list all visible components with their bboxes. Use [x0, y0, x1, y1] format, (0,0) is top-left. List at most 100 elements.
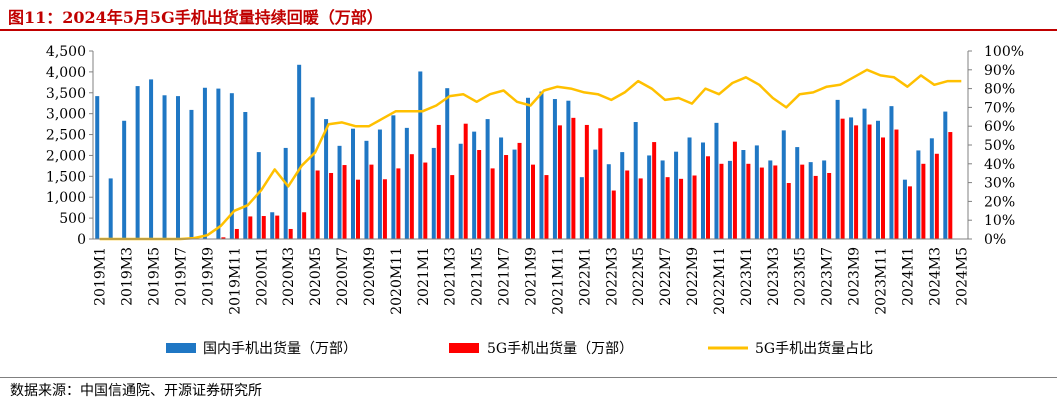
fiveg-shipment-bar [544, 175, 549, 239]
x-tick-label: 2022M3 [604, 247, 620, 306]
domestic-shipment-bar [324, 119, 329, 239]
x-tick-label: 2023M1 [739, 247, 755, 306]
domestic-shipment-bar [95, 96, 100, 240]
fiveg-shipment-bar [598, 128, 603, 239]
domestic-shipment-bar [445, 88, 450, 239]
x-tick-label: 2022M5 [631, 247, 647, 306]
domestic-shipment-bar [660, 160, 665, 239]
right-tick-label: 10% [984, 213, 1015, 229]
domestic-shipment-bar [674, 151, 679, 239]
domestic-shipment-bar [431, 147, 436, 239]
fiveg-shipment-bar [652, 142, 657, 239]
bar-series [95, 64, 953, 240]
x-tick-label: 2022M1 [577, 247, 593, 306]
left-tick-label: 0 [77, 232, 86, 248]
domestic-shipment-bar [795, 147, 800, 239]
legend-swatch-domestic [166, 343, 196, 353]
domestic-shipment-bar [929, 138, 934, 239]
domestic-shipment-bar [566, 100, 571, 240]
domestic-shipment-bar [647, 155, 652, 239]
domestic-shipment-bar [499, 137, 504, 239]
left-tick-label: 2,000 [46, 148, 86, 164]
fiveg-shipment-bar [907, 186, 912, 239]
x-tick-label: 2019M1 [93, 247, 109, 306]
x-tick-label: 2019M9 [200, 247, 216, 306]
fiveg-shipment-bar [315, 170, 320, 239]
fiveg-shipment-bar [786, 183, 791, 239]
domestic-shipment-bar [512, 149, 517, 239]
domestic-shipment-bar [189, 109, 194, 239]
fiveg-shipment-bar [396, 168, 401, 239]
fiveg-shipment-bar [382, 179, 387, 239]
fiveg-shipment-bar [800, 164, 805, 239]
fiveg-shipment-bar [948, 132, 953, 239]
x-tick-label: 2022M9 [685, 247, 701, 306]
domestic-shipment-bar [297, 64, 302, 239]
x-tick-label: 2021M1 [416, 247, 432, 306]
fiveg-shipment-bar [504, 155, 509, 239]
fiveg-shipment-bar [827, 172, 832, 239]
domestic-shipment-bar [108, 178, 113, 239]
left-tick-label: 1,500 [46, 169, 86, 185]
domestic-shipment-bar [835, 99, 840, 239]
left-tick-label: 1,000 [46, 190, 86, 206]
x-tick-label: 2020M11 [389, 247, 405, 315]
fiveg-shipment-bar [557, 125, 562, 239]
fiveg-shipment-bar [477, 150, 482, 239]
chart-legend: 国内手机出货量（万部） 5G手机出货量（万部） 5G手机出货量占比 [166, 340, 873, 357]
fiveg-shipment-bar [692, 175, 697, 239]
fiveg-shipment-bar [329, 172, 334, 239]
fiveg-shipment-bar [288, 228, 293, 239]
fiveg-shipment-bar [275, 215, 280, 239]
left-tick-label: 4,000 [46, 65, 86, 81]
x-tick-label: 2023M11 [874, 247, 890, 315]
fiveg-ratio-line [99, 68, 962, 241]
domestic-shipment-bar [458, 143, 463, 239]
right-tick-label: 90% [984, 63, 1015, 79]
left-tick-label: 2,500 [46, 128, 86, 144]
x-tick-label: 2020M5 [308, 247, 324, 306]
right-tick-label: 50% [984, 138, 1015, 154]
title-rule [0, 29, 1057, 31]
domestic-shipment-bar [902, 179, 907, 239]
x-tick-label: 2019M5 [147, 247, 163, 306]
legend-swatch-fiveg [449, 343, 479, 353]
domestic-shipment-bar [162, 95, 167, 239]
fiveg-shipment-bar [436, 124, 441, 239]
fiveg-shipment-bar [356, 179, 360, 239]
domestic-shipment-bar [633, 122, 638, 239]
source-note: 数据来源：中国信通院、开源证券研究所 [10, 383, 262, 399]
x-tick-label: 2021M11 [550, 247, 566, 315]
domestic-shipment-bar [687, 137, 692, 239]
fiveg-shipment-bar [261, 216, 266, 239]
domestic-shipment-bar [243, 111, 248, 239]
domestic-shipment-bar [741, 150, 746, 239]
fiveg-shipment-bar [490, 168, 495, 239]
fiveg-shipment-bar [813, 175, 818, 239]
domestic-shipment-bar [526, 97, 530, 240]
left-tick-label: 4,500 [46, 44, 86, 60]
right-tick-label: 70% [984, 100, 1015, 116]
fiveg-shipment-bar [921, 163, 926, 239]
fiveg-shipment-bar [611, 190, 616, 239]
footer-rule [0, 377, 1057, 378]
domestic-shipment-bar [418, 71, 423, 239]
fiveg-shipment-bar [934, 153, 939, 239]
domestic-shipment-bar [593, 149, 598, 239]
right-tick-label: 20% [984, 194, 1015, 210]
fiveg-shipment-bar [234, 228, 239, 239]
domestic-shipment-bar [283, 147, 288, 239]
x-tick-label: 2021M3 [443, 247, 459, 306]
domestic-shipment-bar [364, 140, 369, 239]
fiveg-shipment-bar [773, 165, 778, 239]
right-tick-label: 100% [984, 44, 1024, 60]
x-tick-label: 2021M7 [497, 247, 513, 306]
fiveg-shipment-bar [248, 216, 253, 239]
fiveg-shipment-bar [679, 178, 684, 239]
right-tick-label: 60% [984, 119, 1015, 135]
domestic-shipment-bar [202, 87, 207, 239]
legend-label-domestic: 国内手机出货量（万部） [203, 340, 357, 357]
domestic-shipment-bar [943, 111, 948, 239]
ratio-line-series [99, 68, 962, 241]
domestic-shipment-bar [176, 96, 180, 240]
